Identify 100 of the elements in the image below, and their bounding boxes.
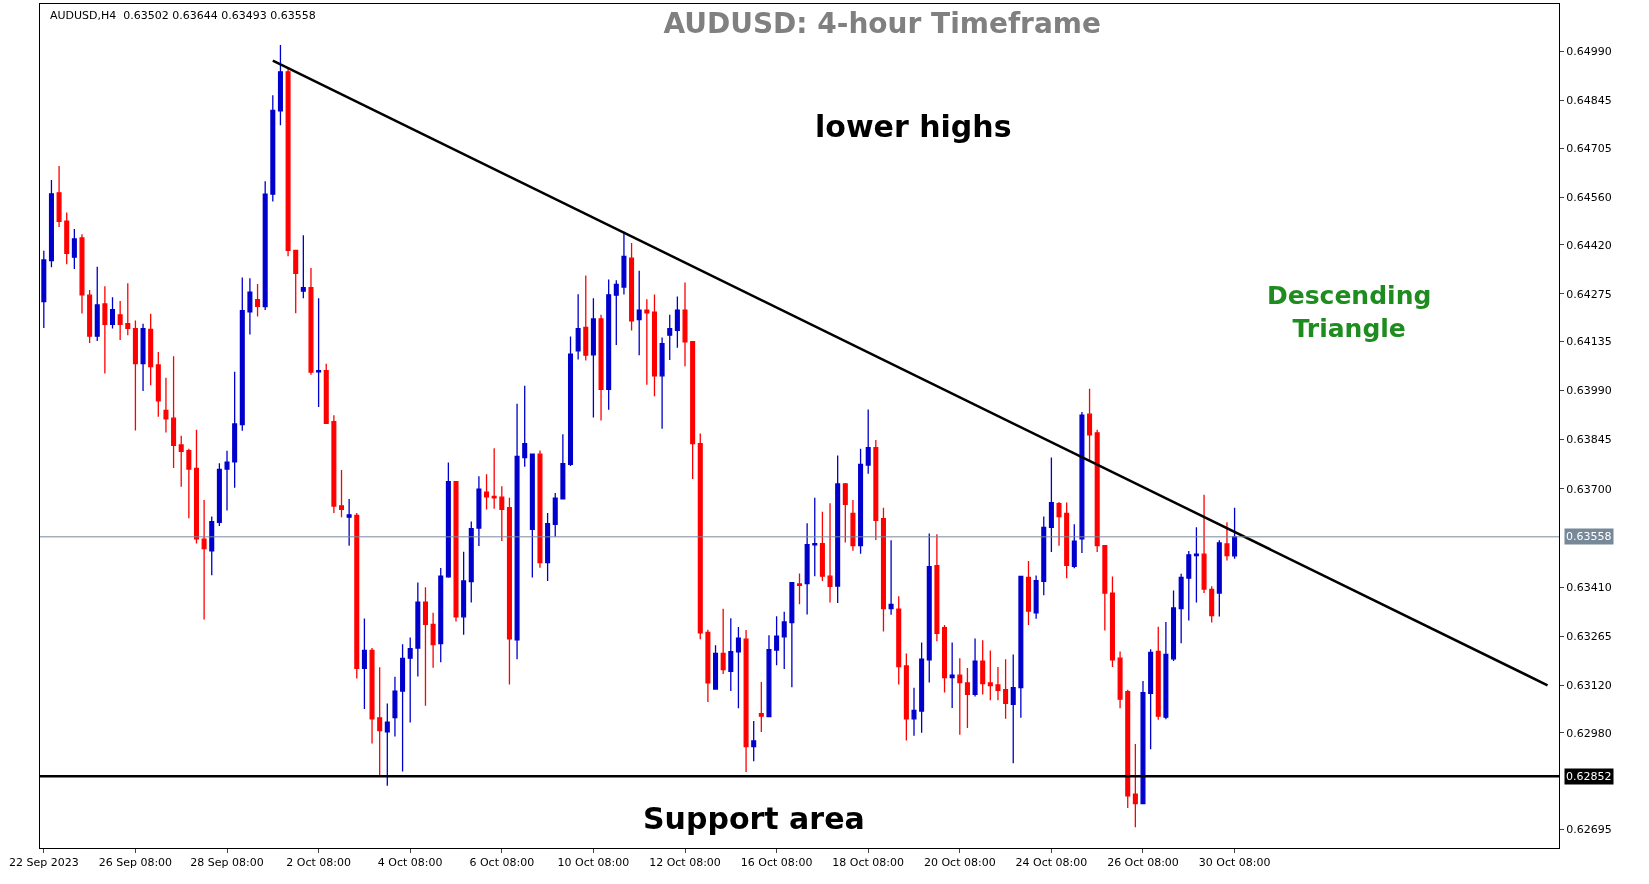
candlestick: [1171, 589, 1177, 662]
candlestick: [354, 512, 360, 680]
candlestick: [674, 295, 680, 349]
candlestick: [87, 289, 93, 344]
candlestick: [972, 637, 978, 698]
x-tick-label: 10 Oct 08:00: [557, 856, 630, 870]
candlestick: [575, 293, 581, 361]
candlestick: [1041, 515, 1047, 596]
candlestick: [64, 211, 70, 265]
candlestick: [659, 336, 665, 430]
candlestick: [1201, 494, 1207, 594]
candlestick: [346, 498, 352, 547]
candlestick: [1033, 574, 1039, 620]
y-tick-label: 0.64275: [1566, 287, 1612, 301]
x-tick-label: 16 Oct 08:00: [740, 856, 813, 870]
x-tick-label: 22 Sep 2023: [8, 856, 79, 870]
candlestick: [484, 473, 490, 511]
candlestick: [705, 629, 711, 703]
candlestick: [1155, 626, 1161, 721]
candlestick: [438, 567, 444, 663]
candlestick: [682, 281, 688, 367]
candlestick: [117, 300, 123, 341]
candlestick: [980, 639, 986, 696]
candlestick: [728, 617, 734, 692]
candlestick: [911, 687, 917, 737]
x-tick-label: 4 Oct 08:00: [377, 856, 443, 870]
candlestick: [277, 44, 283, 126]
candlestick: [323, 362, 329, 424]
candlestick: [789, 581, 795, 688]
candlestick: [461, 551, 467, 636]
candlestick: [629, 242, 635, 332]
candlestick: [919, 641, 925, 734]
candlestick: [842, 482, 848, 544]
y-tick-label: 0.64560: [1566, 191, 1612, 205]
x-tick-label: 28 Sep 08:00: [190, 856, 264, 870]
candlestick: [758, 681, 764, 733]
candlestick: [491, 447, 497, 510]
y-tick-label: 0.63990: [1566, 384, 1612, 398]
candlestick: [949, 641, 955, 709]
y-tick-label: 0.63410: [1566, 580, 1612, 594]
candlestick: [247, 277, 253, 336]
candlestick: [858, 448, 864, 555]
x-tick-label: 26 Oct 08:00: [1107, 856, 1179, 870]
candlestick: [193, 429, 199, 545]
candlestick: [1140, 680, 1146, 805]
candlestick: [545, 512, 551, 582]
candlestick: [987, 649, 993, 701]
candlestick: [476, 475, 482, 547]
candlestick: [774, 615, 780, 666]
candlestick: [1186, 550, 1192, 622]
candlestick: [1102, 544, 1108, 632]
y-tick-label: 0.63700: [1566, 482, 1612, 496]
candlestick: [651, 293, 657, 397]
candlestick: [827, 502, 833, 604]
candlestick: [697, 432, 703, 640]
candlestick: [1216, 539, 1222, 618]
candlestick: [109, 296, 116, 330]
candlestick: [964, 667, 970, 729]
x-tick-label: 2 Oct 08:00: [286, 856, 351, 870]
candlestick: [1079, 411, 1085, 554]
candlestick: [751, 720, 757, 762]
candlestick: [377, 666, 383, 777]
candlestick: [942, 624, 948, 694]
candlestick: [537, 449, 543, 569]
candlestick: [873, 439, 879, 541]
candlestick: [255, 283, 261, 318]
candlestick: [331, 414, 337, 514]
candlestick: [415, 581, 421, 678]
x-tick-label: 24 Oct 08:00: [1015, 856, 1088, 870]
candlestick: [216, 462, 222, 527]
candlestick: [1003, 658, 1009, 720]
y-tick-label: 0.62695: [1566, 823, 1612, 837]
candlestick: [125, 282, 131, 336]
candlestick: [819, 511, 825, 582]
y-tick-label: 0.64845: [1566, 94, 1612, 108]
candlestick: [598, 314, 604, 422]
candlestick: [1094, 429, 1100, 553]
candlestick: [644, 298, 650, 386]
candlestick: [186, 448, 192, 519]
candlestick: [1018, 575, 1024, 719]
candlestick: [514, 402, 520, 660]
candlestick: [163, 377, 169, 434]
candlestick: [48, 179, 54, 269]
candlestick: [613, 279, 619, 346]
candlestick: [1056, 501, 1062, 547]
candlestick: [713, 644, 719, 690]
candlestick: [583, 274, 589, 362]
candlestick: [995, 666, 1001, 701]
candlestick: [262, 180, 268, 311]
annotation: Descending Triangle: [1267, 281, 1432, 343]
candlestick: [896, 595, 902, 686]
candlestick: [804, 522, 810, 616]
x-tick-label: 12 Oct 08:00: [649, 856, 721, 870]
candlestick: [1064, 501, 1070, 579]
candlestick: [796, 572, 803, 605]
candlestick: [1025, 560, 1032, 626]
candlestick: [445, 461, 451, 579]
candlestick: [201, 499, 207, 621]
candlestick: [522, 385, 528, 468]
y-tick-label: 0.63845: [1566, 433, 1612, 447]
